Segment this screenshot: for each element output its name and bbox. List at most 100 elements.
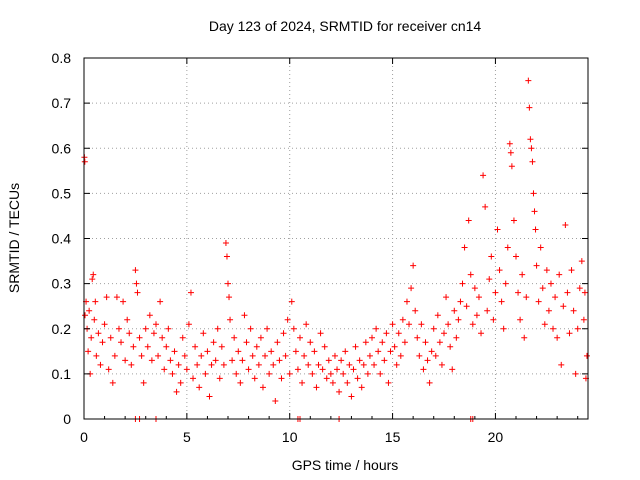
data-point (227, 316, 234, 323)
data-point (352, 343, 359, 350)
data-point (459, 280, 466, 287)
data-point (530, 190, 537, 197)
y-tick-label: 0.8 (52, 50, 72, 66)
data-point (488, 253, 495, 260)
data-point (181, 352, 188, 359)
data-point (510, 217, 517, 224)
data-point (171, 348, 178, 355)
data-point (229, 357, 236, 364)
data-point (161, 366, 168, 373)
data-point (90, 271, 97, 278)
data-point (280, 330, 287, 337)
data-point (118, 339, 125, 346)
data-point (358, 384, 365, 391)
data-point (198, 352, 205, 359)
data-point (334, 366, 341, 373)
data-point (120, 298, 127, 305)
data-point (88, 334, 95, 341)
data-point (231, 334, 238, 341)
data-point (494, 226, 501, 233)
data-point (89, 276, 96, 283)
data-point (319, 366, 326, 373)
data-point (566, 330, 573, 337)
data-point (391, 343, 398, 350)
y-tick-label: 0.5 (52, 185, 72, 201)
data-point (356, 357, 363, 364)
data-point (274, 339, 281, 346)
data-point (179, 334, 186, 341)
data-point (517, 316, 524, 323)
data-point (371, 361, 378, 368)
data-point (136, 334, 143, 341)
data-point (490, 316, 497, 323)
data-point (299, 379, 306, 386)
data-point (157, 298, 164, 305)
data-point (111, 352, 118, 359)
data-point (428, 348, 435, 355)
data-point (393, 361, 400, 368)
data-point (284, 316, 291, 323)
data-point (550, 325, 557, 332)
x-tick-label: 10 (282, 429, 298, 445)
data-point (214, 325, 221, 332)
data-point (85, 348, 92, 355)
data-point (173, 388, 180, 395)
data-point (81, 158, 88, 165)
data-point (570, 307, 577, 314)
data-point (327, 370, 334, 377)
data-point (297, 334, 303, 341)
data-point (471, 285, 478, 292)
data-point (525, 77, 532, 84)
data-point (190, 375, 197, 382)
data-point (401, 339, 408, 346)
data-point (445, 321, 452, 328)
data-point (366, 352, 373, 359)
axis-ticks: 0 0.1 0.2 0.3 0.4 0.5 0.6 0.7 0.8 0 5 10 15 20 (52, 50, 588, 445)
data-point (340, 370, 347, 377)
data-point (537, 244, 544, 251)
data-point (463, 303, 470, 310)
data-point (465, 217, 472, 224)
data-point (467, 271, 474, 278)
data-point (268, 348, 275, 355)
data-point (461, 244, 468, 251)
data-point (270, 361, 277, 368)
data-point (438, 361, 445, 368)
data-point (473, 312, 480, 319)
data-point (315, 361, 322, 368)
data-point (523, 294, 530, 301)
data-point (568, 267, 575, 274)
x-tick-label: 20 (488, 429, 504, 445)
data-point (453, 334, 460, 341)
data-point (82, 312, 89, 319)
data-point (478, 330, 485, 337)
data-point (513, 253, 519, 260)
data-point (426, 379, 433, 386)
data-point (122, 357, 129, 364)
data-point (362, 339, 369, 346)
data-point (350, 366, 357, 373)
data-point (533, 262, 540, 269)
data-point (422, 339, 429, 346)
data-point (576, 285, 583, 292)
data-point (545, 307, 552, 314)
data-point (348, 393, 355, 400)
data-point (204, 348, 211, 355)
x-tick-label: 15 (385, 429, 401, 445)
data-point (167, 357, 174, 364)
data-point (449, 366, 456, 373)
y-tick-label: 0.6 (52, 140, 72, 156)
data-point (255, 361, 262, 368)
data-point (278, 375, 285, 382)
data-point (251, 375, 258, 382)
data-point (202, 370, 209, 377)
data-point (475, 294, 482, 301)
data-point (321, 343, 328, 350)
data-point (375, 348, 382, 355)
data-point (93, 352, 100, 359)
data-point (235, 348, 242, 355)
data-point (128, 361, 135, 368)
data-point (443, 294, 450, 301)
data-point (301, 352, 308, 359)
data-point (276, 357, 283, 364)
